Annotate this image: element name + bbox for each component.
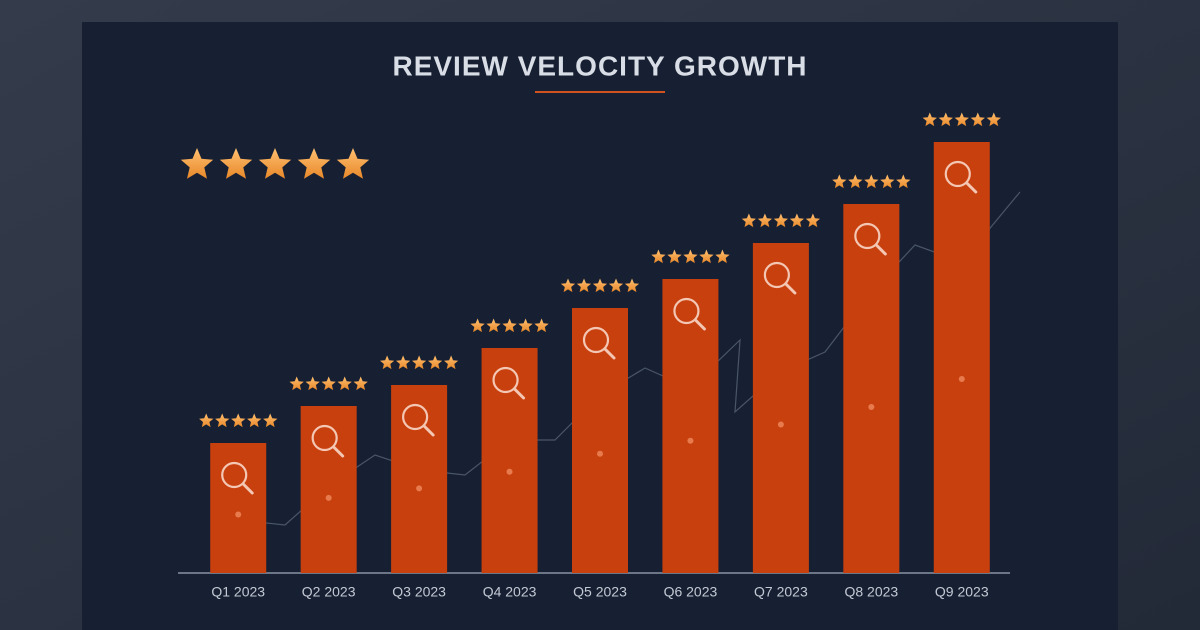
bar [662,279,719,573]
rating-star [380,355,395,370]
rating-star [199,413,214,428]
rating-star [219,148,253,179]
rating-star [231,413,246,428]
bar-icon [582,326,610,354]
bar-icon [603,347,616,360]
bar-icon [693,318,706,331]
rating-star [321,376,336,391]
rating-star [757,213,772,228]
rating-star [608,278,624,293]
rating-star [305,376,320,391]
bar-icon [965,181,978,194]
chart-title: REVIEW VELOCITY GROWTH [392,50,807,81]
rating-star [396,355,411,370]
x-tick-label: Q5 2023 [573,584,627,600]
x-tick-label: Q9 2023 [935,584,989,600]
rating-star [353,376,368,391]
bar [481,348,538,573]
bar-icon [854,222,881,250]
rating-star [412,355,427,370]
bar [572,308,628,573]
rating-star [986,112,1001,127]
rating-star [337,376,352,391]
rating-star [651,249,666,264]
rating-star [624,278,640,293]
x-tick-label: Q3 2023 [392,584,446,600]
rating-star [699,249,714,264]
rating-star [848,174,863,189]
rating-star [297,148,331,179]
rating-star [502,318,517,333]
rating-star [970,112,985,127]
rating-star [336,148,370,179]
bar-icon [784,282,797,295]
trend-dot [868,403,875,410]
rating-star [832,174,847,189]
trend-dot [506,468,513,475]
x-tick-label: Q1 2023 [211,584,265,600]
rating-star [486,318,501,333]
rating-star [715,249,730,264]
rating-star [247,413,262,428]
bar [210,443,267,573]
trend-dot [597,450,603,457]
bar-icon [944,160,971,188]
x-tick-label: Q8 2023 [844,584,898,600]
x-tick-label: Q2 2023 [302,584,356,600]
trend-dot [416,485,423,492]
trend-dot [958,376,965,383]
bar-icon [221,461,248,489]
bar [752,243,809,573]
bar-icon [492,366,519,394]
x-tick-label: Q6 2023 [664,584,718,600]
bar-icon [402,403,429,431]
rating-star [576,278,592,293]
bar-icon [673,297,700,325]
rating-star [896,174,911,189]
bar-icon [311,424,338,452]
rating-star [864,174,879,189]
rating-star [938,112,953,127]
rating-star [789,213,804,228]
rating-star [560,278,576,293]
x-tick-label: Q4 2023 [483,584,537,600]
rating-star [215,413,230,428]
bar-icon [763,261,790,289]
rating-star [289,376,304,391]
rating-star [922,112,937,127]
rating-star [518,318,533,333]
rating-star [954,112,969,127]
bar [843,204,900,573]
rating-star [741,213,756,228]
rating-star [428,355,443,370]
rating-star [180,148,214,179]
rating-star [258,148,292,179]
bar-icon [513,387,526,400]
rating-star [667,249,682,264]
rating-star [683,249,698,264]
bar [933,142,990,573]
rating-star [805,213,820,228]
bar [300,406,357,573]
rating-star [470,318,485,333]
bar-icon [874,243,887,256]
trend-dot [687,437,694,444]
rating-star [444,355,459,370]
rating-star [773,213,788,228]
bar-icon [422,424,435,437]
bar-icon [241,482,254,495]
bar-icon [332,445,345,458]
trend-dot [325,494,332,501]
trend-dot [235,511,242,518]
trend-dot [777,421,784,428]
rating-star [263,413,278,428]
x-tick-label: Q7 2023 [754,584,808,600]
rating-star [880,174,895,189]
rating-star [534,318,549,333]
rating-star [592,278,608,293]
bar [391,385,448,573]
